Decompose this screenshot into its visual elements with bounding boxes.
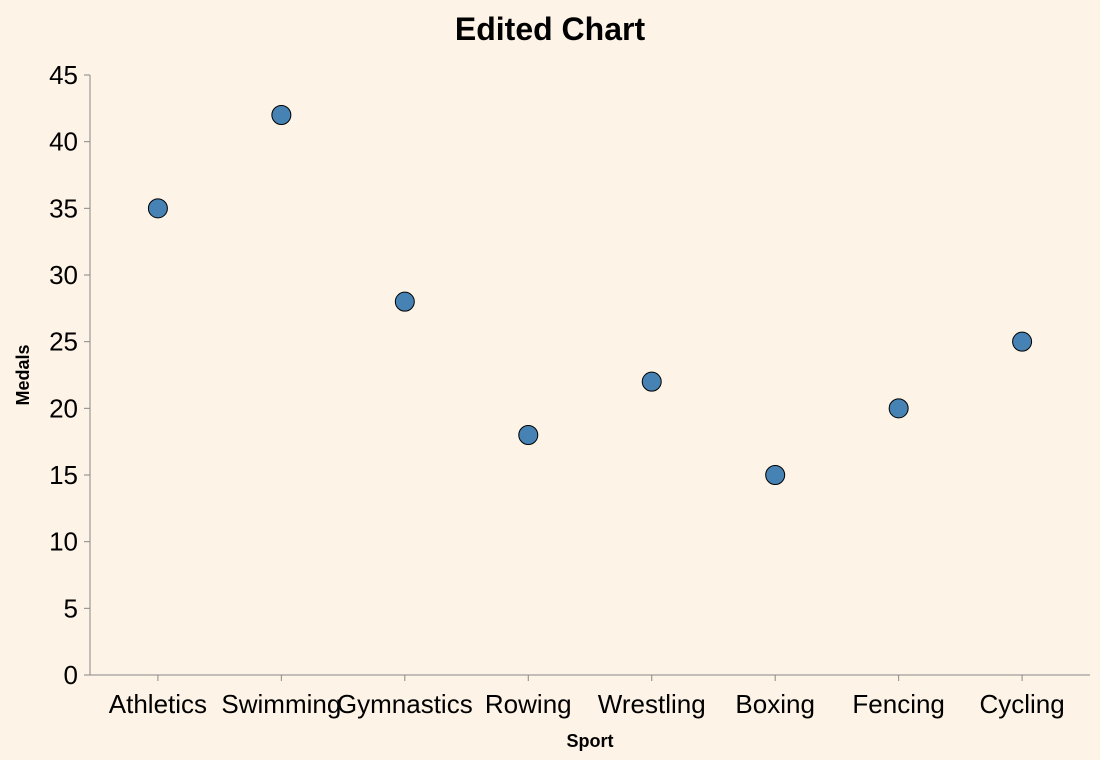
y-tick-label: 0: [64, 660, 78, 690]
x-tick-label: Cycling: [979, 689, 1064, 719]
y-tick-label: 5: [64, 593, 78, 623]
x-tick-label: Swimming: [221, 689, 341, 719]
y-axis: 0 5 10 15 20 25 30 35 40 45: [49, 60, 91, 690]
x-tick-label: Rowing: [485, 689, 572, 719]
x-tick-label: Wrestling: [598, 689, 706, 719]
data-point[interactable]: [888, 398, 909, 419]
x-tick-label: Fencing: [852, 689, 945, 719]
chart-title: Edited Chart: [455, 11, 646, 47]
data-point[interactable]: [518, 425, 539, 445]
data-point[interactable]: [147, 198, 168, 219]
y-tick-label: 25: [49, 327, 78, 357]
x-tick-label: Boxing: [735, 689, 815, 719]
y-tick-label: 15: [49, 460, 78, 490]
data-point[interactable]: [394, 291, 415, 312]
x-tick-label: Athletics: [109, 689, 207, 719]
y-tick-label: 10: [49, 527, 78, 557]
data-point[interactable]: [765, 465, 786, 485]
y-tick-label: 35: [49, 193, 78, 223]
data-point[interactable]: [1012, 331, 1033, 352]
y-tick-label: 40: [49, 127, 78, 157]
y-tick-label: 45: [49, 60, 78, 90]
data-point[interactable]: [271, 105, 292, 125]
y-tick-label: 30: [49, 260, 78, 290]
data-point[interactable]: [641, 371, 662, 392]
x-tick-label: Gymnastics: [337, 689, 473, 719]
y-tick-label: 20: [49, 393, 78, 423]
data-points: [147, 105, 1033, 485]
y-axis-title: Medals: [13, 344, 33, 405]
x-axis-title: Sport: [567, 731, 614, 751]
